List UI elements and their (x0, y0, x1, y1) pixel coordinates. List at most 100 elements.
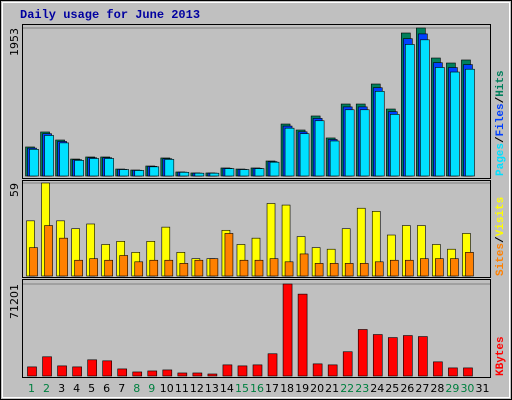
bar (59, 142, 69, 177)
bar (102, 360, 112, 377)
bar (74, 259, 83, 277)
bar (149, 259, 159, 277)
bar (420, 39, 430, 177)
bar (57, 365, 67, 377)
legend-separator: / (495, 136, 507, 143)
chart-title: Daily usage for June 2013 (20, 8, 200, 22)
x-tick-label: 23 (355, 382, 369, 395)
bar (164, 159, 175, 177)
bar (29, 149, 39, 177)
bar (314, 120, 325, 177)
y-tick-label: 71201 (8, 284, 21, 319)
bar (372, 334, 383, 377)
bar (29, 247, 38, 277)
bar (435, 258, 444, 277)
bar (448, 367, 458, 377)
legend-entry: Sites (495, 243, 507, 276)
bar (237, 365, 248, 377)
bar (344, 109, 355, 177)
bar (179, 171, 190, 177)
legend: Pages/Files/Hits (495, 70, 507, 176)
bar (149, 166, 160, 177)
x-tick-label: 24 (370, 382, 384, 395)
x-tick-label: 3 (58, 382, 65, 395)
bar (254, 259, 264, 277)
bar (359, 263, 369, 277)
bar (104, 158, 114, 177)
bar (89, 158, 99, 177)
bar (254, 168, 265, 177)
bar (134, 170, 145, 177)
x-tick-label: 20 (310, 382, 324, 395)
bar (329, 140, 340, 177)
bar (104, 259, 113, 277)
x-tick-label: 15 (235, 382, 249, 395)
bar (72, 366, 82, 377)
legend-separator: / (495, 236, 507, 243)
x-tick-label: 25 (385, 382, 399, 395)
bar (269, 258, 279, 277)
bar (269, 161, 280, 177)
x-tick-label: 31 (475, 382, 489, 395)
bar (374, 261, 384, 277)
legend-entry: Pages (495, 143, 507, 176)
bar (147, 370, 158, 377)
x-tick-label: 9 (148, 382, 155, 395)
x-tick-label: 10 (160, 382, 174, 395)
bar (267, 353, 278, 377)
bar (435, 67, 445, 177)
legend: KBytes (495, 336, 507, 376)
bar (357, 329, 368, 377)
x-tick-label: 14 (220, 382, 234, 395)
bar (389, 259, 399, 277)
bar (387, 337, 398, 377)
bar (207, 373, 218, 377)
bar (239, 169, 250, 177)
bar (209, 258, 219, 277)
bar (359, 109, 370, 177)
bar (132, 371, 143, 377)
x-tick-label: 29 (445, 382, 459, 395)
bar (27, 366, 37, 377)
x-tick-label: 18 (280, 382, 294, 395)
bar (405, 259, 414, 277)
legend-entry: KBytes (495, 336, 507, 376)
x-tick-label: 12 (190, 382, 204, 395)
bar (119, 169, 130, 177)
legend-entry: Files (495, 103, 507, 136)
x-tick-label: 2 (43, 382, 50, 395)
x-tick-label: 1 (28, 382, 35, 395)
bar (89, 258, 98, 277)
bar (194, 172, 205, 177)
x-tick-label: 21 (325, 382, 339, 395)
bar (87, 359, 97, 377)
y-tick-label: 59 (8, 183, 21, 197)
x-tick-label: 22 (340, 382, 354, 395)
bar (433, 361, 443, 377)
x-tick-label: 5 (88, 382, 95, 395)
bar (418, 336, 428, 377)
bar (450, 258, 459, 277)
bar (405, 44, 415, 177)
bar (282, 283, 293, 377)
bar (164, 259, 174, 277)
bar (239, 259, 249, 277)
bar (389, 114, 400, 177)
legend-entry: Hits (495, 70, 507, 96)
x-tick-label: 8 (133, 382, 140, 395)
bar (342, 351, 353, 377)
bar (314, 263, 324, 277)
bar (252, 364, 263, 377)
bar (117, 368, 128, 377)
bar (222, 364, 233, 377)
bar (42, 356, 52, 377)
x-tick-label: 27 (415, 382, 429, 395)
bar (463, 367, 473, 377)
bar (194, 259, 204, 277)
bar (59, 237, 68, 277)
bar (224, 168, 235, 177)
bar (284, 127, 295, 177)
bar (134, 261, 144, 277)
bar (465, 68, 475, 177)
